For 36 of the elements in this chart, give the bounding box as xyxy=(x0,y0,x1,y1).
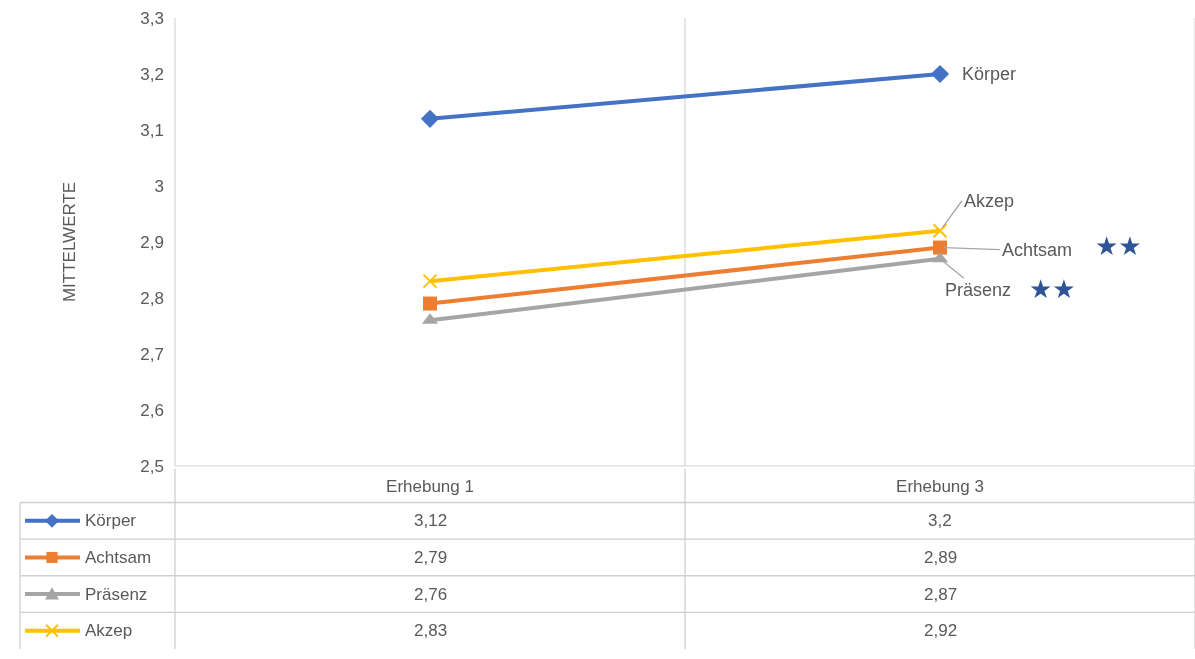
point xyxy=(932,223,948,239)
point xyxy=(933,240,947,255)
text: Achtsam xyxy=(1002,240,1073,260)
y-tick-label: 3,2 xyxy=(140,64,164,84)
y-tick-label: 2,5 xyxy=(140,456,164,476)
data-label: 2,92 xyxy=(924,621,958,640)
x-tick-label: Erhebung 3 xyxy=(896,476,984,496)
legend-label: Akzep xyxy=(85,621,133,640)
y-tick-label: 2,6 xyxy=(140,400,164,420)
data-label: 2,79 xyxy=(414,548,448,567)
data-label: 2,89 xyxy=(924,548,958,567)
annotation: ★★ xyxy=(1095,231,1142,261)
y-tick-label: 3,3 xyxy=(140,8,164,28)
point xyxy=(422,273,438,289)
y-tick-label: 2,8 xyxy=(140,288,164,308)
point xyxy=(930,64,950,84)
data-label: 2,83 xyxy=(414,621,448,640)
y-tick-label: 2,7 xyxy=(140,344,164,364)
y-tick-label: 3,1 xyxy=(140,120,164,140)
data-label: 2,76 xyxy=(414,585,448,604)
legend-label: Präsenz xyxy=(85,585,148,604)
annotation: ★★ xyxy=(1029,274,1076,304)
legend-label: Körper xyxy=(85,511,137,530)
text: Körper xyxy=(962,64,1017,84)
legend-label: Achtsam xyxy=(85,548,152,567)
y-tick-label: 2,9 xyxy=(140,232,164,252)
text: Präsenz xyxy=(945,280,1012,300)
y-axis-title: MITTELWERTE xyxy=(59,181,79,303)
data-label: 2,87 xyxy=(924,585,958,604)
point xyxy=(423,296,437,311)
data-label: 3,12 xyxy=(414,511,448,530)
point xyxy=(420,109,440,128)
data-label: 3,2 xyxy=(928,511,952,530)
x-tick-label: Erhebung 1 xyxy=(386,476,474,496)
y-tick-label: 3 xyxy=(154,176,164,196)
text: Akzep xyxy=(964,191,1015,211)
